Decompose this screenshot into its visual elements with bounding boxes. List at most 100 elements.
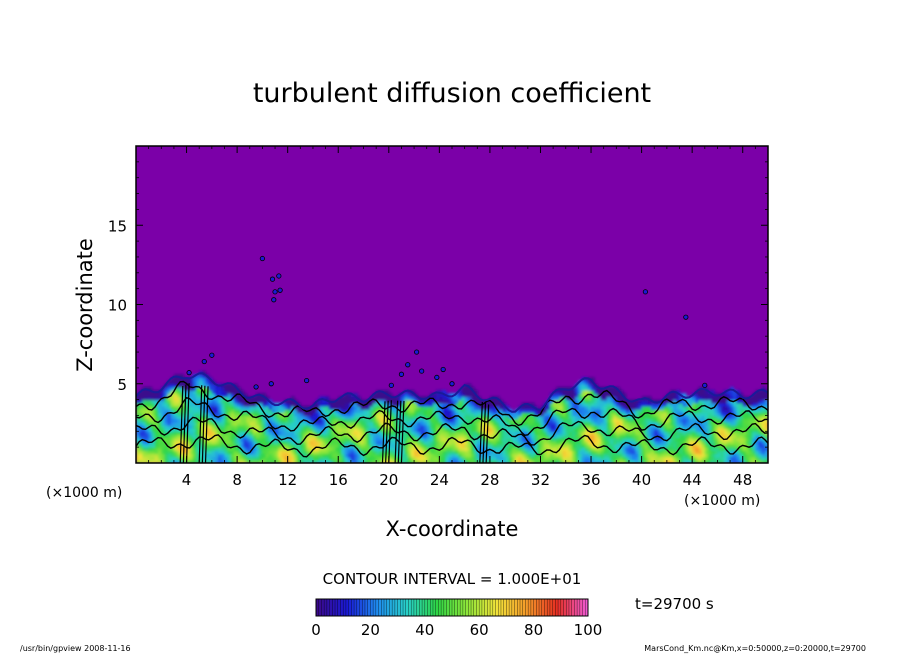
field-cell [546, 434, 551, 439]
field-cell [154, 440, 159, 445]
field-cell [442, 418, 447, 423]
field-cell [249, 453, 254, 458]
field-cell [540, 415, 545, 420]
field-cell [164, 428, 169, 432]
field-cell [167, 380, 172, 385]
field-cell [410, 440, 415, 445]
field-cell [556, 431, 561, 436]
field-cell [685, 415, 690, 420]
field-cell [208, 399, 213, 404]
field-cell [373, 459, 377, 463]
field-cell [654, 402, 658, 407]
field-cell [218, 390, 222, 394]
field-cell [401, 456, 406, 461]
field-cell [565, 415, 570, 420]
field-cell [470, 443, 475, 448]
field-cell [518, 412, 523, 417]
field-cell [183, 377, 188, 382]
field-cell [647, 402, 652, 407]
field-cell [401, 447, 406, 451]
field-cell [733, 409, 737, 413]
field-cell [663, 409, 668, 413]
field-cell [707, 415, 712, 420]
field-cell [341, 396, 346, 401]
field-cell [183, 450, 188, 455]
field-cell [508, 456, 513, 461]
field-cell [259, 412, 263, 417]
field-cell [527, 450, 532, 455]
field-cell [505, 437, 510, 442]
field-cell [230, 434, 235, 439]
field-cell [262, 453, 267, 458]
field-cell [363, 443, 368, 448]
field-cell [470, 440, 475, 445]
field-cell [739, 418, 744, 423]
field-cell [170, 447, 175, 451]
field-cell [433, 393, 437, 398]
field-cell [613, 437, 617, 442]
field-cell [666, 424, 671, 429]
field-cell [521, 424, 526, 429]
field-cell [306, 424, 311, 429]
field-cell [587, 459, 592, 463]
field-cell [417, 459, 421, 463]
field-cell [322, 399, 327, 404]
field-cell [366, 424, 371, 429]
field-cell [474, 415, 478, 420]
field-cell [739, 405, 744, 410]
field-cell [764, 424, 768, 429]
field-cell [726, 421, 731, 426]
field-cell [559, 431, 564, 436]
field-cell [322, 456, 327, 461]
field-cell [376, 447, 380, 451]
field-cell [496, 424, 500, 429]
field-cell [726, 396, 731, 401]
field-cell [467, 418, 472, 423]
field-cell [673, 409, 677, 413]
field-cell [486, 456, 491, 461]
field-cell [470, 453, 475, 458]
field-cell [704, 409, 709, 413]
field-cell [575, 447, 579, 451]
boundary-layer-field [136, 255, 768, 463]
field-cell [344, 440, 349, 445]
field-cell [581, 383, 586, 388]
field-cell [493, 405, 497, 410]
field-cell [354, 415, 358, 420]
field-cell [549, 431, 554, 436]
field-cell [271, 443, 276, 448]
field-cell [252, 431, 257, 436]
field-cell [161, 390, 166, 394]
field-cell [227, 418, 232, 423]
field-cell [429, 409, 434, 413]
field-cell [628, 456, 633, 461]
field-cell [575, 390, 579, 394]
field-cell [426, 399, 431, 404]
field-cell [145, 409, 150, 413]
field-cell [613, 418, 617, 423]
field-cell [442, 453, 447, 458]
field-cell [644, 456, 649, 461]
field-cell [167, 383, 172, 388]
field-cell [196, 440, 200, 445]
field-cell [252, 447, 257, 451]
field-cell [303, 443, 308, 448]
field-cell [543, 405, 548, 410]
field-cell [230, 447, 235, 451]
field-cell [581, 456, 586, 461]
field-cell [717, 396, 722, 401]
field-cell [202, 453, 207, 458]
field-cell [714, 453, 719, 458]
field-cell [486, 424, 491, 429]
field-cell [436, 393, 440, 398]
field-cell [237, 450, 241, 455]
field-cell [452, 434, 456, 439]
field-cell [622, 437, 627, 442]
field-cell [281, 440, 286, 445]
field-cell [290, 412, 295, 417]
field-cell [252, 453, 257, 458]
field-cell [177, 459, 181, 463]
field-cell [369, 412, 374, 417]
colorbar-cell [552, 599, 556, 616]
field-cell [502, 405, 507, 410]
